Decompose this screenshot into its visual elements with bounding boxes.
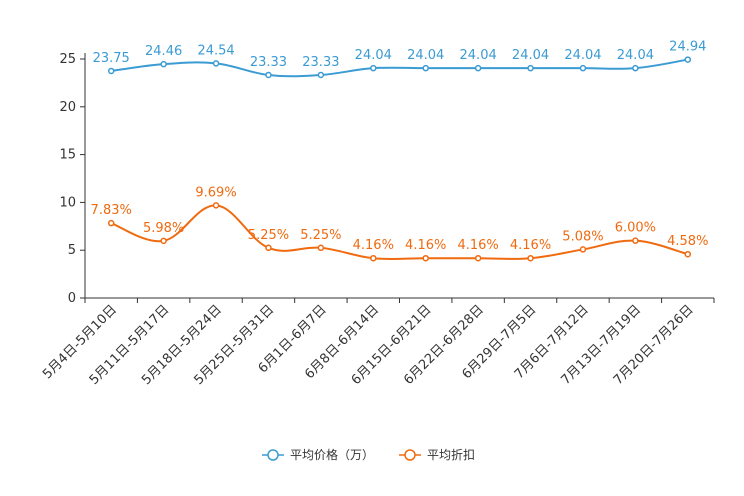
data-label-0: 24.04 — [460, 48, 497, 63]
data-label-0: 24.04 — [355, 48, 392, 63]
data-point-1[interactable] — [527, 254, 534, 262]
data-label-0: 23.33 — [250, 55, 287, 70]
data-point-0[interactable] — [107, 67, 115, 75]
data-label-1: 4.16% — [457, 238, 498, 253]
y-tick-label: 25 — [59, 52, 76, 67]
data-point-1[interactable] — [632, 237, 639, 244]
data-label-1: 4.16% — [405, 238, 446, 253]
data-point-0[interactable] — [160, 60, 167, 68]
series-line-0 — [111, 58, 688, 78]
data-label-1: 7.83% — [91, 203, 132, 218]
data-label-0: 24.46 — [145, 44, 182, 59]
data-point-0[interactable] — [579, 64, 587, 72]
legend-marker-0[interactable] — [267, 449, 279, 461]
data-label-0: 24.94 — [669, 40, 706, 55]
data-label-1: 5.08% — [562, 229, 603, 244]
data-label-0: 23.33 — [302, 55, 339, 70]
data-label-0: 24.04 — [512, 48, 549, 63]
data-point-0[interactable] — [527, 64, 534, 72]
y-tick-label: 0 — [68, 291, 76, 306]
data-point-1[interactable] — [160, 237, 167, 245]
y-tick-label: 10 — [59, 195, 76, 210]
data-point-0[interactable] — [317, 71, 325, 79]
legend-label-0[interactable]: 平均价格（万） — [290, 447, 374, 462]
data-point-1[interactable] — [212, 202, 220, 209]
data-label-1: 4.16% — [353, 238, 394, 253]
data-point-0[interactable] — [422, 64, 429, 72]
data-point-1[interactable] — [579, 246, 587, 253]
data-point-0[interactable] — [684, 56, 692, 63]
data-label-0: 24.04 — [617, 48, 654, 63]
data-point-0[interactable] — [265, 71, 272, 79]
data-label-1: 9.69% — [195, 185, 236, 200]
y-tick-label: 15 — [59, 148, 76, 163]
y-tick-label: 20 — [59, 100, 76, 115]
data-point-0[interactable] — [632, 64, 639, 72]
data-label-0: 24.04 — [407, 48, 444, 63]
legend-marker-1[interactable] — [404, 449, 416, 461]
data-point-0[interactable] — [474, 64, 482, 72]
data-point-0[interactable] — [212, 60, 220, 67]
data-point-1[interactable] — [107, 219, 115, 227]
data-label-0: 24.04 — [564, 48, 601, 63]
data-point-1[interactable] — [422, 254, 429, 262]
data-point-1[interactable] — [265, 244, 272, 252]
data-label-0: 24.54 — [197, 43, 234, 58]
data-label-1: 5.25% — [248, 228, 289, 243]
y-tick-label: 5 — [68, 243, 76, 258]
data-label-1: 6.00% — [615, 221, 656, 236]
data-label-1: 5.25% — [300, 228, 341, 243]
data-point-1[interactable] — [370, 254, 377, 262]
data-label-0: 23.75 — [93, 51, 130, 66]
data-point-0[interactable] — [370, 64, 377, 72]
data-point-1[interactable] — [317, 244, 325, 252]
data-point-1[interactable] — [474, 254, 482, 262]
data-label-1: 4.58% — [667, 234, 708, 249]
data-label-1: 4.16% — [510, 238, 551, 253]
legend-label-1[interactable]: 平均折扣 — [427, 447, 475, 462]
data-label-1: 5.98% — [143, 221, 184, 236]
data-point-1[interactable] — [684, 250, 692, 258]
